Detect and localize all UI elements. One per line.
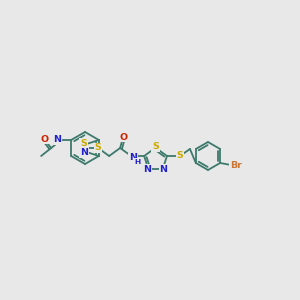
Text: Br: Br bbox=[230, 160, 242, 169]
Text: S: S bbox=[80, 140, 87, 148]
Text: O: O bbox=[40, 134, 48, 143]
Text: N: N bbox=[129, 154, 137, 163]
Text: S: S bbox=[95, 143, 101, 152]
Text: N: N bbox=[80, 148, 88, 157]
Text: H: H bbox=[135, 158, 141, 164]
Text: S: S bbox=[177, 152, 183, 160]
Text: H: H bbox=[55, 136, 61, 142]
Text: N: N bbox=[160, 165, 168, 174]
Text: O: O bbox=[119, 133, 127, 142]
Text: N: N bbox=[53, 136, 61, 145]
Text: S: S bbox=[152, 142, 159, 151]
Text: N: N bbox=[143, 165, 152, 174]
